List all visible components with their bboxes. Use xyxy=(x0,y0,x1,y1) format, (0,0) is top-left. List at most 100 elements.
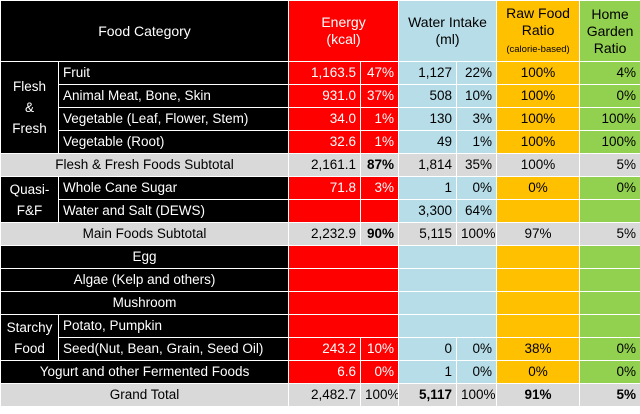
energy-pct: 1% xyxy=(360,130,400,154)
group-starchy: Starchy Food xyxy=(0,314,59,361)
row-name: Main Foods Subtotal xyxy=(0,222,290,246)
energy-value: 34.0 xyxy=(288,107,362,131)
row-name: Potato, Pumpkin xyxy=(57,314,290,338)
home-ratio: 0% xyxy=(579,176,640,200)
energy-pct: 87% xyxy=(360,153,400,177)
water-pct: 100% xyxy=(456,383,498,407)
row-name: Egg xyxy=(0,245,290,269)
group-quasi: Quasi- F&F xyxy=(0,176,59,223)
table-row: Flesh & Fresh Fruit 1,163.5 47% 1,127 22… xyxy=(0,61,640,154)
header-energy-unit: (kcal) xyxy=(326,31,361,47)
water-value: 5,115 xyxy=(398,222,458,246)
water-value: 49 xyxy=(398,130,458,154)
water-value: 5,117 xyxy=(398,383,458,407)
home-ratio xyxy=(579,291,640,315)
header-raw-note: (calorie-based) xyxy=(506,43,570,55)
raw-ratio: 0% xyxy=(496,176,581,200)
raw-ratio: 100% xyxy=(496,107,581,131)
row-name: Mushroom xyxy=(0,291,290,315)
energy-value: 2,482.7 xyxy=(288,383,362,407)
raw-ratio xyxy=(496,199,581,223)
table-row: Starchy Food Potato, Pumpkin xyxy=(0,314,640,361)
energy-pct xyxy=(360,199,400,223)
home-ratio: 0% xyxy=(579,84,640,108)
home-ratio xyxy=(579,314,640,338)
water-value: 508 xyxy=(398,84,458,108)
energy-cell xyxy=(288,314,400,338)
table-row: Animal Meat, Bone, Skin 931.0 37% 508 10… xyxy=(1,84,640,108)
water-value: 1,814 xyxy=(398,153,458,177)
water-value: 3,300 xyxy=(398,199,458,223)
energy-cell xyxy=(288,245,400,269)
energy-pct: 10% xyxy=(360,337,400,361)
energy-pct: 0% xyxy=(360,360,400,384)
water-cell xyxy=(398,268,498,292)
header-category: Food Category xyxy=(0,0,290,62)
row-name: Grand Total xyxy=(0,383,290,407)
water-pct: 3% xyxy=(456,107,498,131)
energy-pct: 37% xyxy=(360,84,400,108)
water-cell xyxy=(398,245,498,269)
water-value: 1 xyxy=(398,176,458,200)
energy-value: 931.0 xyxy=(288,84,362,108)
water-value: 0 xyxy=(398,337,458,361)
header-raw-line2: Ratio xyxy=(521,21,555,38)
energy-cell xyxy=(288,291,400,315)
energy-value xyxy=(288,199,362,223)
table-row: Water and Salt (DEWS) 3,300 64% xyxy=(1,199,640,223)
row-name: Whole Cane Sugar xyxy=(57,176,290,200)
header-raw-line1: Raw Food xyxy=(506,4,570,21)
raw-ratio xyxy=(496,245,581,269)
header-water-title: Water Intake xyxy=(408,14,487,30)
water-pct: 0% xyxy=(456,360,498,384)
table-row: Vegetable (Leaf, Flower, Stem) 34.0 1% 1… xyxy=(1,107,640,131)
raw-ratio: 38% xyxy=(496,337,581,361)
raw-ratio: 100% xyxy=(496,130,581,154)
home-ratio xyxy=(579,245,640,269)
home-ratio: 100% xyxy=(579,130,640,154)
energy-value: 243.2 xyxy=(288,337,362,361)
water-value: 130 xyxy=(398,107,458,131)
energy-pct: 3% xyxy=(360,176,400,200)
header-row: Food Category Energy (kcal) Water Intake… xyxy=(0,0,640,62)
energy-pct: 100% xyxy=(360,383,400,407)
water-pct: 35% xyxy=(456,153,498,177)
grand-total-row: Grand Total 2,482.7 100% 5,117 100% 91% … xyxy=(0,383,640,407)
energy-value: 2,232.9 xyxy=(288,222,362,246)
subtotal-row: Flesh & Fresh Foods Subtotal 2,161.1 87%… xyxy=(0,153,640,177)
raw-ratio: 0% xyxy=(496,360,581,384)
energy-value: 71.8 xyxy=(288,176,362,200)
water-pct: 0% xyxy=(456,337,498,361)
group-label-line: F&F xyxy=(16,202,43,218)
header-raw: Raw Food Ratio (calorie-based) xyxy=(496,0,581,62)
energy-value: 32.6 xyxy=(288,130,362,154)
group-label-line: Flesh xyxy=(12,79,46,94)
home-ratio: 5% xyxy=(579,153,640,177)
group-label-line: Quasi- xyxy=(9,181,50,197)
home-ratio: 5% xyxy=(579,222,640,246)
table-row: Yogurt and other Fermented Foods 6.6 0% … xyxy=(0,360,640,384)
raw-ratio: 97% xyxy=(496,222,581,246)
raw-ratio: 100% xyxy=(496,153,581,177)
table-row: Quasi- F&F Whole Cane Sugar 71.8 3% 1 0%… xyxy=(0,176,640,223)
water-cell xyxy=(398,291,498,315)
header-water-unit: (ml) xyxy=(435,31,460,47)
table-row: Mushroom xyxy=(0,291,640,315)
home-ratio: 4% xyxy=(579,61,640,85)
water-pct: 10% xyxy=(456,84,498,108)
home-ratio xyxy=(579,199,640,223)
water-cell xyxy=(398,314,498,338)
table-row: Egg xyxy=(0,245,640,269)
water-pct: 22% xyxy=(456,61,498,85)
energy-pct: 90% xyxy=(360,222,400,246)
row-name: Seed(Nut, Bean, Grain, Seed Oil) xyxy=(57,337,290,361)
water-pct: 1% xyxy=(456,130,498,154)
raw-ratio: 100% xyxy=(496,61,581,85)
home-ratio xyxy=(579,268,640,292)
header-energy-title: Energy xyxy=(321,14,366,30)
group-label-line: & xyxy=(24,100,34,115)
raw-ratio xyxy=(496,314,581,338)
header-energy: Energy (kcal) xyxy=(288,0,400,62)
row-name: Vegetable (Leaf, Flower, Stem) xyxy=(57,107,290,131)
